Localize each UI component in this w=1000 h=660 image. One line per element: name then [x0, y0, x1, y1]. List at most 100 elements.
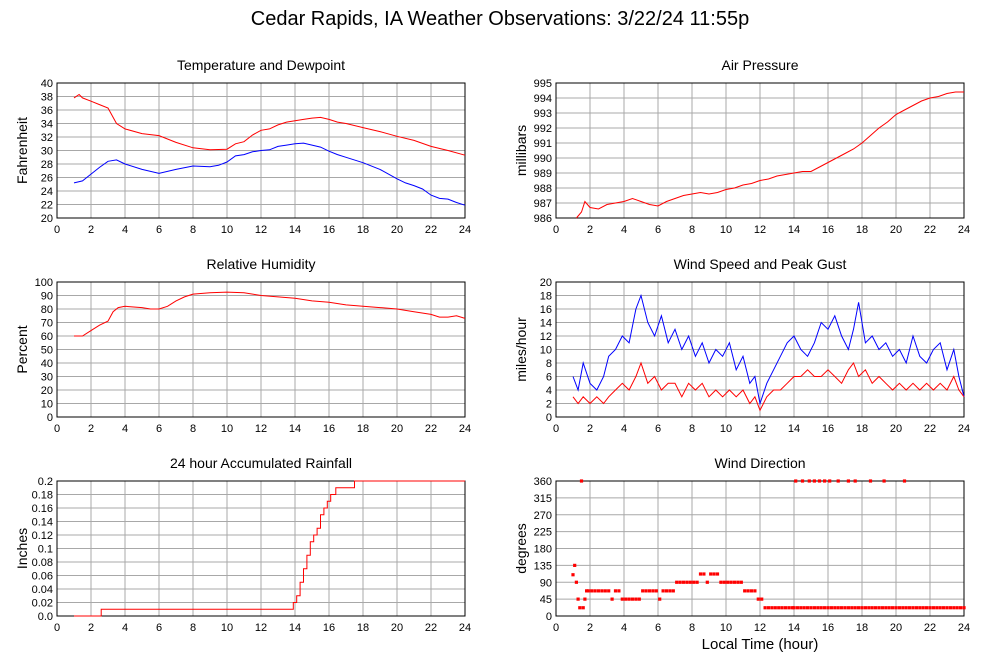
data-point [877, 606, 881, 610]
data-point [800, 479, 805, 483]
y-tick-label: 0 [47, 412, 53, 424]
y-tick-label: 994 [534, 93, 552, 105]
data-point [884, 606, 888, 610]
data-point [600, 589, 604, 593]
data-point [959, 606, 963, 610]
y-axis-label: Inches [14, 528, 30, 569]
data-point [867, 606, 871, 610]
x-tick-label: 6 [655, 622, 661, 634]
plot-frame [56, 480, 466, 617]
y-tick-label: 991 [534, 138, 552, 150]
x-tick-label: 16 [323, 224, 335, 236]
data-point [794, 479, 798, 483]
y-tick-label: 30 [41, 372, 53, 384]
data-point [853, 479, 857, 483]
x-tick-label: 16 [822, 622, 834, 634]
data-point [685, 580, 689, 584]
x-tick-label: 2 [88, 423, 94, 435]
x-tick-label: 8 [689, 622, 695, 634]
y-tick-label: 34 [41, 119, 53, 131]
x-tick-label: 12 [255, 622, 267, 634]
y-tick-label: 0 [546, 611, 552, 623]
x-tick-label: 24 [958, 622, 970, 634]
y-tick-label: 40 [41, 358, 53, 370]
y-tick-label: 36 [41, 105, 53, 117]
y-axis-label: Fahrenheit [14, 117, 30, 184]
chart-title: Wind Speed and Peak Gust [674, 256, 847, 272]
y-tick-label: 60 [41, 331, 53, 343]
data-point [678, 580, 682, 584]
x-tick-label: 22 [425, 622, 437, 634]
plot-frame [555, 480, 965, 617]
data-point [581, 606, 585, 610]
data-point [792, 606, 796, 610]
y-tick-label: 16 [540, 304, 552, 316]
data-point [812, 479, 816, 483]
data-point [816, 606, 820, 610]
x-tick-label: 4 [621, 423, 627, 435]
y-tick-label: 0.1 [38, 544, 53, 556]
data-point [962, 606, 966, 610]
x-tick-label: 2 [587, 622, 593, 634]
x-tick-label: 8 [689, 224, 695, 236]
x-tick-label: 4 [122, 423, 128, 435]
data-point [692, 580, 696, 584]
data-point [593, 589, 597, 593]
x-tick-label: 10 [221, 423, 233, 435]
data-point [806, 606, 810, 610]
x-tick-label: 16 [323, 622, 335, 634]
data-point [586, 589, 590, 593]
x-tick-label: 10 [221, 622, 233, 634]
data-point [836, 606, 840, 610]
data-point [647, 589, 652, 593]
data-point [698, 572, 703, 576]
data-point [726, 580, 730, 584]
data-point [620, 597, 624, 601]
x-tick-label: 20 [890, 622, 902, 634]
data-point [658, 597, 662, 601]
data-point [807, 479, 811, 483]
data-point [675, 580, 679, 584]
data-point [729, 580, 733, 584]
y-tick-label: 0.2 [38, 476, 53, 488]
x-tick-label: 12 [754, 224, 766, 236]
data-point [705, 580, 709, 584]
x-tick-label: 22 [425, 224, 437, 236]
data-point [780, 606, 784, 610]
data-point [695, 580, 699, 584]
x-tick-label: 24 [459, 622, 471, 634]
y-tick-label: 90 [41, 291, 53, 303]
x-tick-label: 20 [391, 622, 403, 634]
y-tick-label: 995 [534, 78, 552, 90]
y-tick-label: 30 [41, 146, 53, 158]
x-tick-label: 18 [357, 224, 369, 236]
x-tick-label: 14 [289, 423, 301, 435]
data-point [790, 606, 794, 610]
x-tick-label: 2 [88, 622, 94, 634]
x-tick-label: 6 [156, 423, 162, 435]
data-point [823, 479, 827, 483]
y-axis-label: degrees [513, 523, 529, 574]
x-tick-label: 14 [788, 423, 800, 435]
x-tick-label: 12 [255, 423, 267, 435]
y-tick-label: 0.08 [32, 557, 53, 569]
y-tick-label: 0.06 [32, 571, 53, 583]
data-point [590, 589, 594, 593]
y-tick-label: 8 [546, 358, 552, 370]
data-point [914, 606, 918, 610]
data-point [732, 580, 737, 584]
plot-frame [56, 281, 466, 418]
data-point [863, 606, 867, 610]
data-point [904, 606, 908, 610]
data-point [850, 606, 854, 610]
y-axis-label: millibars [513, 125, 529, 176]
data-point [736, 580, 740, 584]
data-point [719, 580, 723, 584]
data-point [840, 606, 844, 610]
y-tick-label: 4 [546, 385, 552, 397]
plot-frame [555, 281, 965, 418]
